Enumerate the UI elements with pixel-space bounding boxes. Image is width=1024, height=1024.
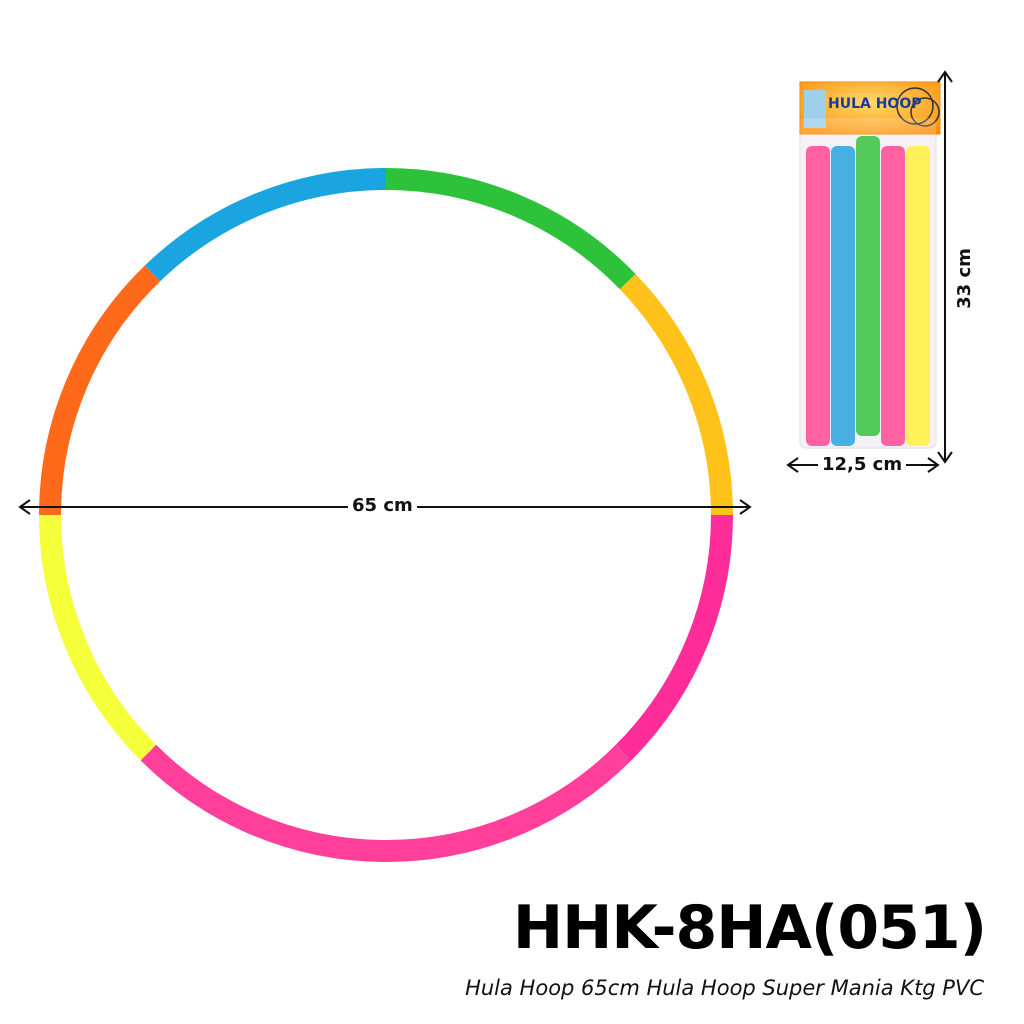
- package-photo: [799, 81, 941, 449]
- package-height-arrow: [937, 70, 953, 464]
- hoop-segment: [619, 273, 733, 516]
- product-description: Hula Hoop 65cm Hula Hoop Super Mania Ktg…: [465, 976, 984, 1000]
- hoop-segment: [385, 168, 636, 290]
- package-tube: [906, 146, 930, 446]
- package-width-label: 12,5 cm: [818, 454, 907, 475]
- package-height-label: 33 cm: [953, 244, 975, 313]
- package-label-text: HULA HOOP: [828, 96, 922, 112]
- hoop-segment: [39, 514, 157, 761]
- package-tube: [806, 146, 830, 446]
- hoop-segment: [140, 744, 632, 862]
- package-tube: [856, 136, 880, 436]
- hoop-segment: [144, 168, 387, 282]
- model-code: HHK-8HA(051): [512, 893, 987, 963]
- hoop-segment: [39, 265, 161, 516]
- package-tube: [831, 146, 855, 446]
- hula-hoop: [39, 168, 733, 862]
- hoop-segment: [615, 514, 733, 761]
- hoop-diameter-label: 65 cm: [348, 495, 417, 516]
- package-tube: [881, 146, 905, 446]
